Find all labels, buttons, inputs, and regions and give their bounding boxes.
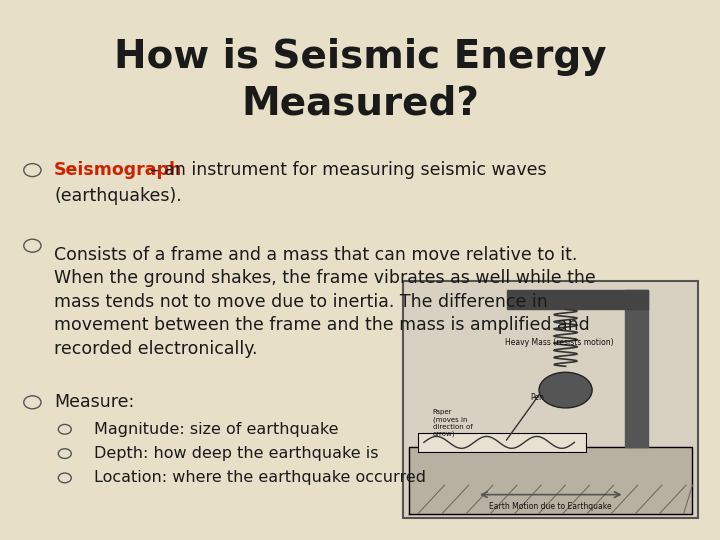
Polygon shape [507, 291, 648, 309]
Text: – an instrument for measuring seismic waves: – an instrument for measuring seismic wa… [150, 161, 546, 179]
Text: Depth: how deep the earthquake is: Depth: how deep the earthquake is [94, 446, 378, 461]
Text: Earth Motion due to Earthquake: Earth Motion due to Earthquake [490, 502, 612, 511]
Text: Seismograph: Seismograph [54, 161, 182, 179]
Text: (earthquakes).: (earthquakes). [54, 187, 181, 205]
Polygon shape [409, 447, 693, 514]
Polygon shape [418, 433, 586, 452]
Text: Paper
(moves in
direction of
arrow): Paper (moves in direction of arrow) [433, 409, 472, 437]
Text: Measure:: Measure: [54, 393, 134, 411]
Text: How is Seismic Energy
Measured?: How is Seismic Energy Measured? [114, 38, 606, 123]
Bar [403, 281, 698, 518]
Text: Magnitude: size of earthquake: Magnitude: size of earthquake [94, 422, 338, 437]
Text: Heavy Mass (resists motion): Heavy Mass (resists motion) [505, 338, 614, 347]
Text: Consists of a frame and a mass that can move relative to it.
When the ground sha: Consists of a frame and a mass that can … [54, 246, 595, 358]
Polygon shape [625, 291, 648, 447]
Ellipse shape [539, 372, 592, 408]
Text: Location: where the earthquake occurred: Location: where the earthquake occurred [94, 470, 426, 485]
Text: Pen: Pen [530, 393, 544, 402]
